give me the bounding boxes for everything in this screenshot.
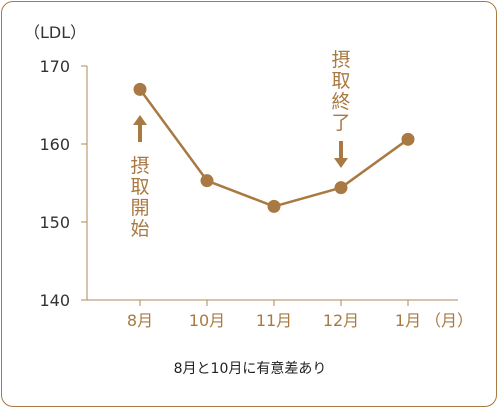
y-ticks: 140 150 160 170	[39, 57, 87, 310]
y-tick-label: 170	[39, 57, 70, 76]
y-tick-label: 150	[39, 213, 70, 232]
x-tick-label: 10月	[189, 311, 225, 330]
arrow-shaft	[339, 141, 343, 159]
annotation-char: 終	[331, 91, 350, 113]
data-point	[200, 174, 214, 188]
arrow-down-icon	[334, 158, 348, 168]
chart-caption: 8月と10月に有意差あり	[174, 360, 327, 377]
annotation-char: 摂	[331, 49, 350, 71]
annotation-char: 摂	[130, 155, 149, 177]
data-point	[133, 82, 147, 96]
y-tick-label: 160	[39, 135, 70, 154]
data-point	[334, 181, 348, 195]
x-tick-label: 12月	[323, 311, 359, 330]
annotation-char: 取	[331, 70, 350, 92]
series-ldl	[133, 82, 415, 213]
annotation-char: 了	[331, 112, 350, 134]
x-tick-label: 11月	[256, 311, 292, 330]
x-axis-unit-label: （月）	[425, 311, 473, 330]
series-line	[138, 88, 409, 208]
arrow-shaft	[138, 124, 142, 142]
x-tick-label: 8月	[127, 311, 153, 330]
x-tick-label: 1月	[395, 311, 421, 330]
annotation-char: 取	[130, 176, 149, 198]
arrow-up-icon	[133, 115, 147, 125]
axes	[86, 66, 458, 301]
annotation-char: 開	[130, 197, 149, 219]
x-ticks: 8月 10月 11月 12月 1月	[127, 300, 421, 330]
data-point	[267, 199, 281, 213]
y-axis-label: （LDL）	[24, 23, 86, 42]
data-point	[401, 132, 415, 146]
annotation-char: 始	[130, 218, 149, 240]
y-tick-label: 140	[39, 291, 70, 310]
